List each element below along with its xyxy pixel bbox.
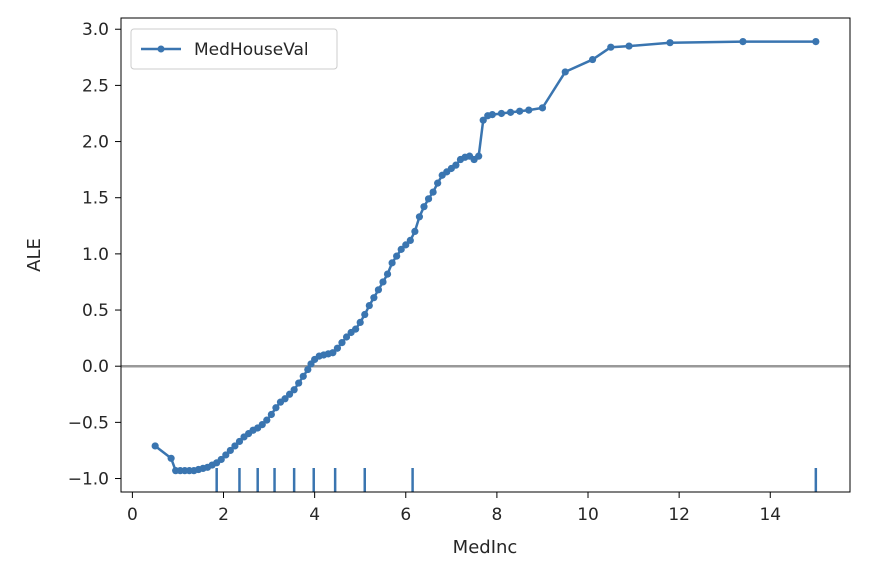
legend-box <box>130 28 338 70</box>
data-point <box>406 236 414 244</box>
data-point <box>561 68 569 76</box>
y-tick-label: 1.5 <box>82 189 109 209</box>
data-point <box>304 365 312 374</box>
y-tick-label: 0.5 <box>82 301 109 321</box>
data-point <box>267 410 275 419</box>
data-point <box>383 270 392 278</box>
data-point <box>370 294 378 302</box>
x-tick-label: 2 <box>218 505 229 525</box>
data-point <box>352 325 360 333</box>
legend-label: MedHouseVal <box>194 40 309 60</box>
rug-marks-layer <box>215 468 818 492</box>
data-point <box>506 108 515 116</box>
data-point <box>167 454 175 462</box>
y-tick-label: 0.0 <box>82 357 109 377</box>
y-tick-label: 3.0 <box>82 20 109 40</box>
data-point <box>525 106 533 114</box>
legend: MedHouseVal <box>130 28 338 70</box>
data-point <box>411 227 419 236</box>
data-point <box>588 55 597 64</box>
data-point <box>666 39 674 47</box>
plot-frame <box>120 17 851 493</box>
data-point <box>151 442 159 450</box>
data-point <box>538 104 547 112</box>
data-point <box>281 395 289 403</box>
data-point <box>295 379 303 387</box>
data-point <box>488 110 496 119</box>
data-point <box>397 245 405 253</box>
x-tick-label: 14 <box>759 505 781 525</box>
data-point <box>222 451 230 459</box>
data-point <box>452 161 460 169</box>
x-axis-label: MedInc <box>453 537 518 558</box>
data-point <box>290 386 298 394</box>
data-point <box>217 455 225 464</box>
data-point <box>361 310 369 319</box>
data-point <box>516 107 524 115</box>
data-point <box>235 437 244 446</box>
y-tick-label: −1.0 <box>68 470 109 490</box>
data-point <box>365 301 373 310</box>
x-ticks-layer: 0 2 4 6 8 10 12 14 <box>127 492 781 525</box>
data-point <box>299 372 307 380</box>
data-point <box>497 109 506 118</box>
x-tick-label: 12 <box>668 505 690 525</box>
data-point <box>374 286 383 294</box>
data-point <box>393 252 401 260</box>
series-line <box>154 40 816 472</box>
data-point <box>272 404 280 412</box>
y-axis-label: ALE <box>24 238 45 272</box>
data-point <box>338 339 346 347</box>
data-point <box>388 259 396 267</box>
y-ticks-layer: −1.0 −0.5 0.0 0.5 1.0 1.5 2.0 2.5 3.0 <box>68 20 121 490</box>
data-point <box>402 241 410 249</box>
data-point <box>231 442 239 450</box>
y-tick-label: 2.5 <box>82 76 109 96</box>
x-tick-label: 6 <box>400 505 411 525</box>
y-tick-label: 2.0 <box>82 133 109 153</box>
data-point <box>226 446 234 455</box>
data-point <box>434 179 442 187</box>
data-point <box>415 213 424 221</box>
x-tick-label: 10 <box>577 505 599 525</box>
data-point <box>285 390 294 398</box>
data-point <box>625 42 633 50</box>
data-point <box>342 333 351 341</box>
data-point <box>420 203 428 211</box>
series-line-layer <box>154 40 816 472</box>
data-point <box>379 278 387 286</box>
x-tick-label: 4 <box>309 505 320 525</box>
series-points-layer <box>151 37 820 475</box>
data-point <box>263 416 271 424</box>
data-point <box>812 37 820 46</box>
data-point <box>607 43 615 51</box>
data-point <box>333 344 342 352</box>
data-point <box>329 349 337 357</box>
legend-marker-swatch <box>157 45 165 53</box>
x-tick-label: 0 <box>127 505 138 525</box>
data-point <box>424 195 433 203</box>
data-point <box>429 188 437 196</box>
data-point <box>356 318 364 326</box>
data-point <box>479 116 487 124</box>
x-tick-label: 8 <box>491 505 502 525</box>
data-point <box>475 152 483 160</box>
data-point <box>739 37 747 46</box>
y-tick-label: 1.0 <box>82 245 109 265</box>
y-tick-label: −0.5 <box>68 413 109 433</box>
data-point <box>258 421 266 429</box>
